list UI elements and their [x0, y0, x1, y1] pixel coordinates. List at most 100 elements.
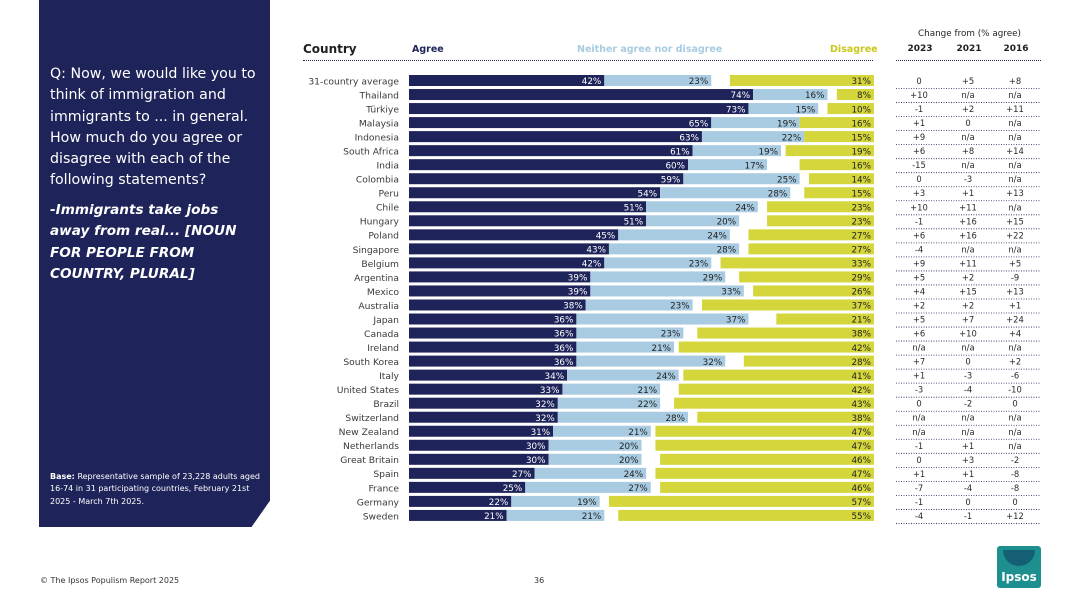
change-2016-hungary: +15: [1006, 216, 1024, 226]
country-label-hungary: Hungary: [360, 217, 400, 228]
country-label-great-britain: Great Britain: [340, 455, 399, 466]
bar-disagree-south-korea: [743, 355, 874, 367]
value-neither-south-korea: 32%: [703, 358, 723, 368]
bar-neither-france: [525, 481, 651, 493]
bar-neither-brazil: [557, 397, 661, 409]
bar-disagree-sweden: [618, 509, 874, 521]
change-2023-31-country-average: 0: [916, 76, 921, 86]
change-2023-sweden: -4: [915, 511, 923, 521]
value-agree-belgium: 42%: [582, 260, 602, 270]
bar-agree-malaysia: [409, 117, 712, 129]
bar-disagree-t-rkiye: [827, 103, 874, 115]
change-2021-italy: -3: [964, 371, 972, 381]
bar-agree-france: [409, 481, 526, 493]
bar-disagree-switzerland: [697, 411, 874, 423]
logo-mark: [1003, 550, 1035, 566]
value-disagree-singapore: 27%: [851, 246, 871, 256]
value-neither-belgium: 23%: [689, 260, 709, 270]
bar-neither-31-country-average: [604, 75, 712, 86]
bar-disagree-mexico: [753, 285, 874, 297]
value-agree-italy: 34%: [545, 372, 565, 382]
change-2021-indonesia: n/a: [961, 132, 974, 142]
bar-disagree-brazil: [674, 397, 874, 409]
value-neither-t-rkiye: 15%: [796, 105, 816, 115]
value-disagree-ireland: 42%: [851, 344, 871, 354]
bar-disagree-peru: [804, 187, 874, 199]
change-2023-poland: +6: [913, 230, 925, 240]
change-2016-ireland: n/a: [1008, 343, 1021, 353]
bar-disagree-italy: [683, 369, 874, 381]
change-from-header: Change from (% agree): [918, 29, 1021, 39]
value-agree-colombia: 59%: [661, 175, 681, 185]
change-2023-belgium: +9: [913, 258, 925, 268]
bar-neither-sweden: [506, 509, 605, 521]
change-2021-united-states: -4: [964, 385, 972, 395]
bar-neither-south-korea: [576, 355, 726, 367]
year-2016-header: 2016: [1003, 44, 1029, 54]
bar-agree-switzerland: [409, 411, 558, 423]
change-2023-hungary: -1: [915, 216, 923, 226]
bar-disagree-argentina: [739, 271, 874, 283]
change-2021-thailand: n/a: [961, 90, 974, 100]
ipsos-logo: Ipsos: [997, 546, 1041, 588]
country-label-germany: Germany: [357, 497, 400, 508]
value-agree-indonesia: 63%: [679, 133, 699, 143]
country-header: Country: [303, 42, 357, 56]
value-neither-peru: 28%: [768, 189, 788, 199]
change-2021-netherlands: +1: [962, 441, 974, 451]
value-agree-germany: 22%: [489, 498, 509, 508]
bar-agree-united-states: [409, 383, 563, 395]
bar-neither-indonesia: [701, 131, 805, 143]
bar-disagree-malaysia: [799, 117, 874, 129]
change-2023-singapore: -4: [915, 244, 923, 254]
bar-disagree-germany: [608, 495, 874, 507]
bar-disagree-australia: [701, 299, 874, 311]
value-neither-argentina: 29%: [703, 274, 723, 284]
value-disagree-switzerland: 38%: [851, 414, 871, 424]
value-agree-argentina: 39%: [568, 274, 588, 284]
country-label-netherlands: Netherlands: [343, 441, 399, 452]
value-disagree-malaysia: 16%: [851, 119, 871, 129]
value-disagree-great-britain: 46%: [851, 456, 871, 466]
bar-agree-belgium: [409, 257, 605, 269]
change-2023-japan: +5: [913, 315, 925, 325]
bar-agree-colombia: [409, 173, 684, 185]
statement-text: -Immigrants take jobs away from real... …: [50, 202, 237, 282]
value-disagree-germany: 57%: [851, 498, 871, 508]
country-label-south-korea: South Korea: [343, 357, 399, 368]
change-2016-malaysia: n/a: [1008, 118, 1021, 128]
year-2021-header: 2021: [956, 44, 982, 54]
value-neither-south-africa: 19%: [758, 147, 778, 157]
country-label-singapore: Singapore: [353, 245, 400, 256]
change-2023-switzerland: n/a: [912, 413, 925, 423]
change-2016-mexico: +13: [1006, 286, 1024, 296]
value-disagree-mexico: 26%: [851, 288, 871, 298]
change-2021-t-rkiye: +2: [962, 104, 974, 114]
value-neither-brazil: 22%: [638, 400, 658, 410]
value-disagree-sweden: 55%: [851, 512, 871, 522]
bar-agree-poland: [409, 229, 619, 241]
value-disagree-indonesia: 15%: [851, 133, 871, 143]
change-2016-india: n/a: [1008, 160, 1021, 170]
change-2016-germany: 0: [1012, 497, 1017, 507]
bar-neither-germany: [511, 495, 600, 507]
change-2016-france: -8: [1011, 483, 1019, 493]
value-neither-italy: 24%: [656, 372, 676, 382]
value-agree-new-zealand: 31%: [531, 428, 551, 438]
value-neither-india: 17%: [744, 161, 764, 171]
value-disagree-argentina: 29%: [851, 274, 871, 284]
bar-neither-canada: [576, 327, 684, 339]
change-2021-brazil: -2: [964, 399, 972, 409]
bar-neither-argentina: [590, 271, 726, 283]
footer-copyright: © The Ipsos Populism Report 2025: [40, 576, 180, 585]
change-2023-chile: +10: [910, 202, 928, 212]
bar-neither-mexico: [590, 285, 744, 297]
bar-disagree-thailand: [836, 89, 874, 101]
bar-neither-australia: [585, 299, 693, 311]
value-agree-japan: 36%: [554, 316, 574, 326]
change-2023-south-africa: +6: [913, 146, 925, 156]
bar-agree-south-africa: [409, 145, 693, 157]
value-neither-spain: 24%: [624, 470, 644, 480]
value-disagree-australia: 37%: [851, 302, 871, 312]
